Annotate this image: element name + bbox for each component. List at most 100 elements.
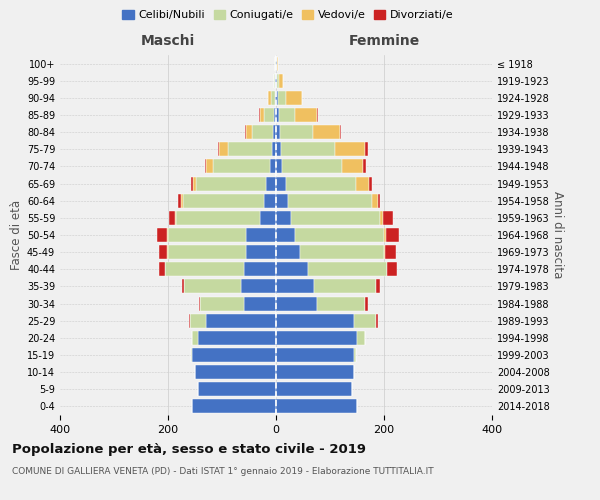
Bar bbox=[340, 125, 341, 139]
Bar bbox=[276, 194, 289, 207]
Y-axis label: Anni di nascita: Anni di nascita bbox=[551, 192, 563, 278]
Bar bbox=[260, 108, 264, 122]
Bar bbox=[263, 194, 276, 207]
Bar bbox=[384, 245, 385, 259]
Bar bbox=[301, 245, 384, 259]
Bar bbox=[276, 228, 295, 242]
Bar bbox=[314, 280, 376, 293]
Bar bbox=[291, 211, 380, 225]
Bar bbox=[247, 228, 276, 242]
Bar bbox=[283, 160, 342, 173]
Bar bbox=[229, 142, 272, 156]
Bar bbox=[364, 160, 366, 173]
Bar bbox=[276, 348, 354, 362]
Text: Popolazione per età, sesso e stato civile - 2019: Popolazione per età, sesso e stato civil… bbox=[12, 442, 366, 456]
Bar bbox=[376, 280, 380, 293]
Bar bbox=[182, 280, 184, 293]
Bar bbox=[218, 142, 219, 156]
Bar bbox=[191, 348, 193, 362]
Bar bbox=[193, 331, 198, 345]
Bar bbox=[295, 108, 317, 122]
Bar bbox=[175, 211, 176, 225]
Bar bbox=[159, 262, 166, 276]
Bar bbox=[276, 245, 301, 259]
Bar bbox=[178, 194, 181, 207]
Bar bbox=[274, 108, 276, 122]
Bar bbox=[275, 91, 276, 105]
Bar bbox=[193, 176, 196, 190]
Bar bbox=[276, 108, 278, 122]
Bar bbox=[206, 160, 213, 173]
Y-axis label: Fasce di età: Fasce di età bbox=[10, 200, 23, 270]
Bar bbox=[191, 176, 193, 190]
Bar bbox=[354, 348, 356, 362]
Bar bbox=[276, 296, 317, 310]
Bar bbox=[276, 176, 286, 190]
Bar bbox=[168, 228, 247, 242]
Bar bbox=[357, 331, 365, 345]
Bar bbox=[271, 91, 275, 105]
Bar bbox=[295, 228, 384, 242]
Bar bbox=[219, 142, 229, 156]
Bar bbox=[157, 228, 167, 242]
Bar bbox=[205, 160, 206, 173]
Bar bbox=[317, 296, 365, 310]
Bar bbox=[365, 142, 368, 156]
Bar bbox=[276, 211, 291, 225]
Text: COMUNE DI GALLIERA VENETA (PD) - Dati ISTAT 1° gennaio 2019 - Elaborazione TUTTI: COMUNE DI GALLIERA VENETA (PD) - Dati IS… bbox=[12, 468, 434, 476]
Bar bbox=[380, 211, 383, 225]
Bar bbox=[385, 245, 396, 259]
Bar bbox=[276, 382, 352, 396]
Bar bbox=[278, 91, 286, 105]
Bar bbox=[247, 245, 276, 259]
Bar bbox=[181, 194, 182, 207]
Bar bbox=[266, 176, 276, 190]
Bar bbox=[268, 91, 271, 105]
Bar bbox=[276, 400, 357, 413]
Bar bbox=[269, 160, 276, 173]
Bar bbox=[206, 314, 276, 328]
Bar bbox=[342, 160, 364, 173]
Bar bbox=[277, 56, 278, 70]
Bar bbox=[276, 160, 283, 173]
Bar bbox=[372, 194, 377, 207]
Bar bbox=[246, 125, 252, 139]
Bar bbox=[384, 228, 386, 242]
Bar bbox=[274, 74, 275, 88]
Bar bbox=[260, 211, 276, 225]
Bar bbox=[195, 365, 276, 379]
Bar bbox=[196, 176, 266, 190]
Bar bbox=[365, 296, 368, 310]
Bar bbox=[193, 400, 276, 413]
Bar bbox=[286, 91, 302, 105]
Text: Femmine: Femmine bbox=[349, 34, 419, 48]
Bar bbox=[276, 142, 281, 156]
Bar bbox=[272, 142, 276, 156]
Text: Maschi: Maschi bbox=[141, 34, 195, 48]
Bar bbox=[244, 296, 276, 310]
Bar bbox=[198, 382, 276, 396]
Bar bbox=[276, 314, 354, 328]
Bar bbox=[252, 125, 274, 139]
Bar bbox=[168, 245, 247, 259]
Bar bbox=[289, 194, 372, 207]
Bar bbox=[278, 74, 283, 88]
Bar bbox=[193, 348, 276, 362]
Bar bbox=[356, 176, 370, 190]
Bar bbox=[264, 108, 274, 122]
Bar bbox=[200, 296, 244, 310]
Bar bbox=[387, 262, 397, 276]
Bar bbox=[277, 74, 278, 88]
Bar bbox=[190, 314, 206, 328]
Bar bbox=[176, 211, 260, 225]
Bar bbox=[281, 142, 335, 156]
Bar bbox=[354, 314, 376, 328]
Bar bbox=[276, 365, 354, 379]
Bar bbox=[308, 262, 386, 276]
Bar bbox=[276, 331, 357, 345]
Bar bbox=[241, 280, 276, 293]
Bar bbox=[276, 74, 277, 88]
Bar bbox=[313, 125, 340, 139]
Bar bbox=[182, 194, 263, 207]
Bar bbox=[383, 211, 392, 225]
